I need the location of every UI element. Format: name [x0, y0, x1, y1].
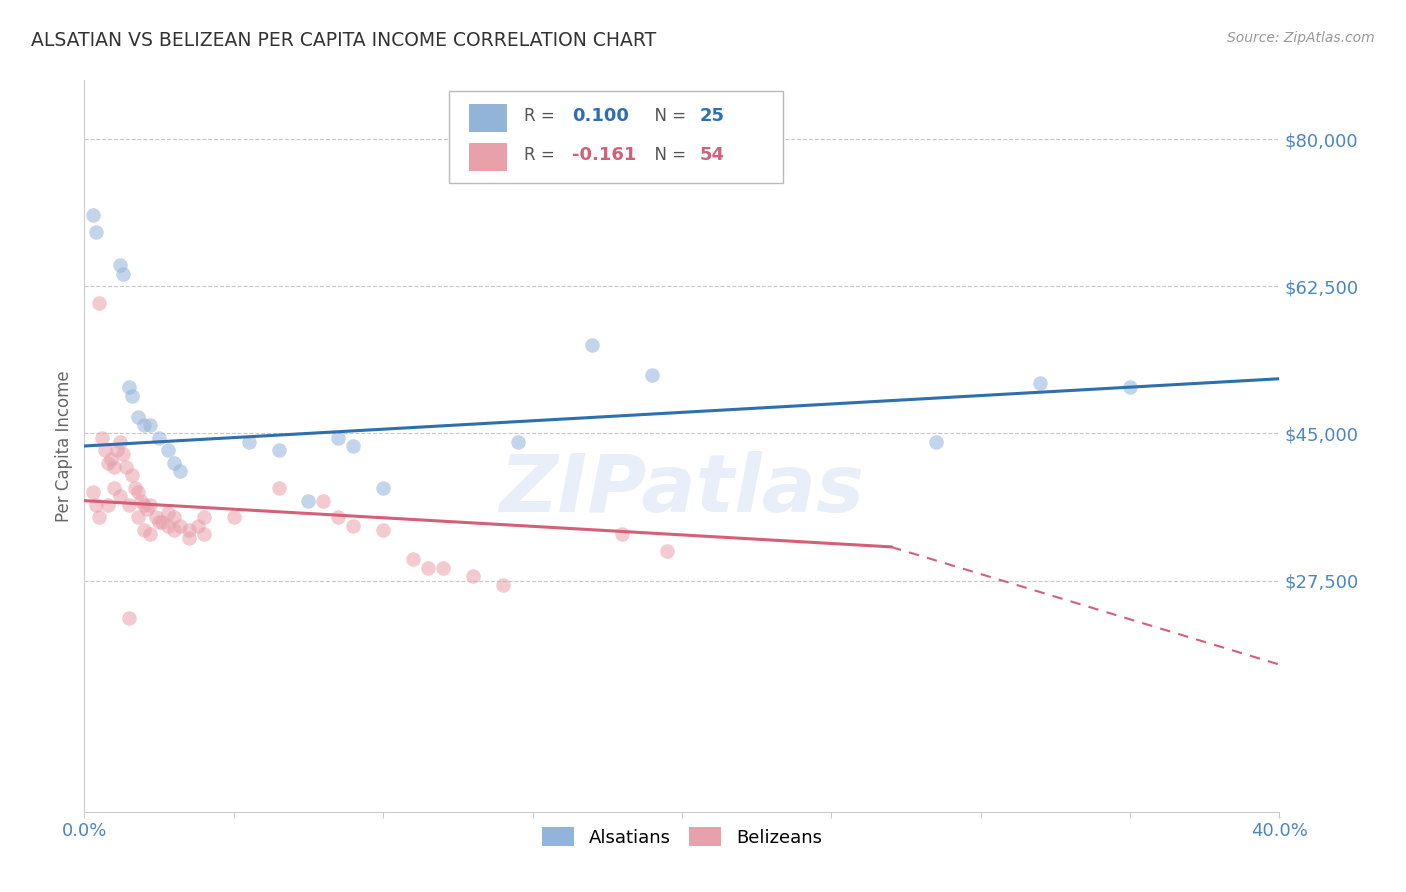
Point: [110, 490, 132, 504]
Point: [91, 431, 114, 445]
Text: -0.161: -0.161: [572, 146, 637, 164]
Point: [193, 527, 215, 541]
Point: [121, 468, 143, 483]
Legend: Alsatians, Belizeans: Alsatians, Belizeans: [534, 820, 830, 854]
Point: [110, 434, 132, 449]
Point: [187, 519, 209, 533]
Point: [157, 506, 180, 520]
Point: [581, 338, 603, 352]
Point: [612, 527, 634, 541]
Point: [103, 460, 125, 475]
Point: [163, 456, 186, 470]
Point: [925, 434, 948, 449]
Point: [97, 456, 120, 470]
Point: [238, 434, 260, 449]
Point: [129, 493, 152, 508]
Point: [118, 380, 141, 394]
Point: [222, 510, 245, 524]
Point: [342, 519, 364, 533]
Point: [139, 417, 162, 432]
Text: R =: R =: [524, 146, 560, 164]
Point: [342, 439, 364, 453]
Point: [416, 561, 439, 575]
Point: [127, 485, 149, 500]
Text: 25: 25: [700, 107, 725, 125]
Bar: [470, 104, 508, 132]
Point: [506, 434, 529, 449]
Point: [492, 578, 515, 592]
Point: [86, 225, 108, 239]
Point: [110, 258, 132, 272]
Point: [132, 523, 156, 537]
Point: [297, 493, 319, 508]
Point: [373, 523, 395, 537]
Point: [150, 515, 173, 529]
Point: [89, 510, 111, 524]
Point: [127, 510, 149, 524]
Point: [94, 443, 117, 458]
Point: [121, 388, 143, 402]
Point: [148, 515, 170, 529]
Point: [169, 464, 191, 478]
FancyBboxPatch shape: [449, 91, 783, 183]
Point: [103, 481, 125, 495]
Text: ZIPatlas: ZIPatlas: [499, 450, 865, 529]
Point: [89, 296, 111, 310]
Point: [328, 510, 350, 524]
Point: [127, 409, 149, 424]
Point: [402, 552, 425, 566]
Point: [169, 519, 191, 533]
Point: [267, 481, 290, 495]
Point: [177, 523, 200, 537]
Point: [97, 498, 120, 512]
Point: [157, 443, 180, 458]
Point: [100, 451, 122, 466]
Text: R =: R =: [524, 107, 560, 125]
Point: [177, 532, 200, 546]
Point: [1119, 380, 1142, 394]
Text: 54: 54: [700, 146, 725, 164]
Bar: [470, 143, 508, 170]
Point: [139, 498, 162, 512]
Point: [312, 493, 335, 508]
Point: [373, 481, 395, 495]
Text: N =: N =: [644, 146, 690, 164]
Point: [145, 510, 167, 524]
Text: N =: N =: [644, 107, 690, 125]
Point: [82, 485, 104, 500]
Point: [132, 417, 156, 432]
Point: [1029, 376, 1052, 390]
Point: [193, 510, 215, 524]
Point: [163, 510, 186, 524]
Point: [148, 431, 170, 445]
Point: [139, 527, 162, 541]
Text: ALSATIAN VS BELIZEAN PER CAPITA INCOME CORRELATION CHART: ALSATIAN VS BELIZEAN PER CAPITA INCOME C…: [31, 31, 657, 50]
Point: [655, 544, 678, 558]
Point: [118, 498, 141, 512]
Point: [136, 502, 159, 516]
Point: [112, 447, 135, 461]
Point: [86, 498, 108, 512]
Point: [641, 368, 664, 382]
Y-axis label: Per Capita Income: Per Capita Income: [55, 370, 73, 522]
Point: [461, 569, 484, 583]
Point: [157, 519, 180, 533]
Point: [105, 443, 128, 458]
Point: [132, 498, 156, 512]
Text: 0.100: 0.100: [572, 107, 628, 125]
Point: [267, 443, 290, 458]
Point: [112, 267, 135, 281]
Point: [82, 208, 104, 222]
Point: [328, 431, 350, 445]
Point: [432, 561, 454, 575]
Point: [118, 611, 141, 625]
Point: [115, 460, 138, 475]
Point: [124, 481, 146, 495]
Text: Source: ZipAtlas.com: Source: ZipAtlas.com: [1227, 31, 1375, 45]
Point: [163, 523, 186, 537]
